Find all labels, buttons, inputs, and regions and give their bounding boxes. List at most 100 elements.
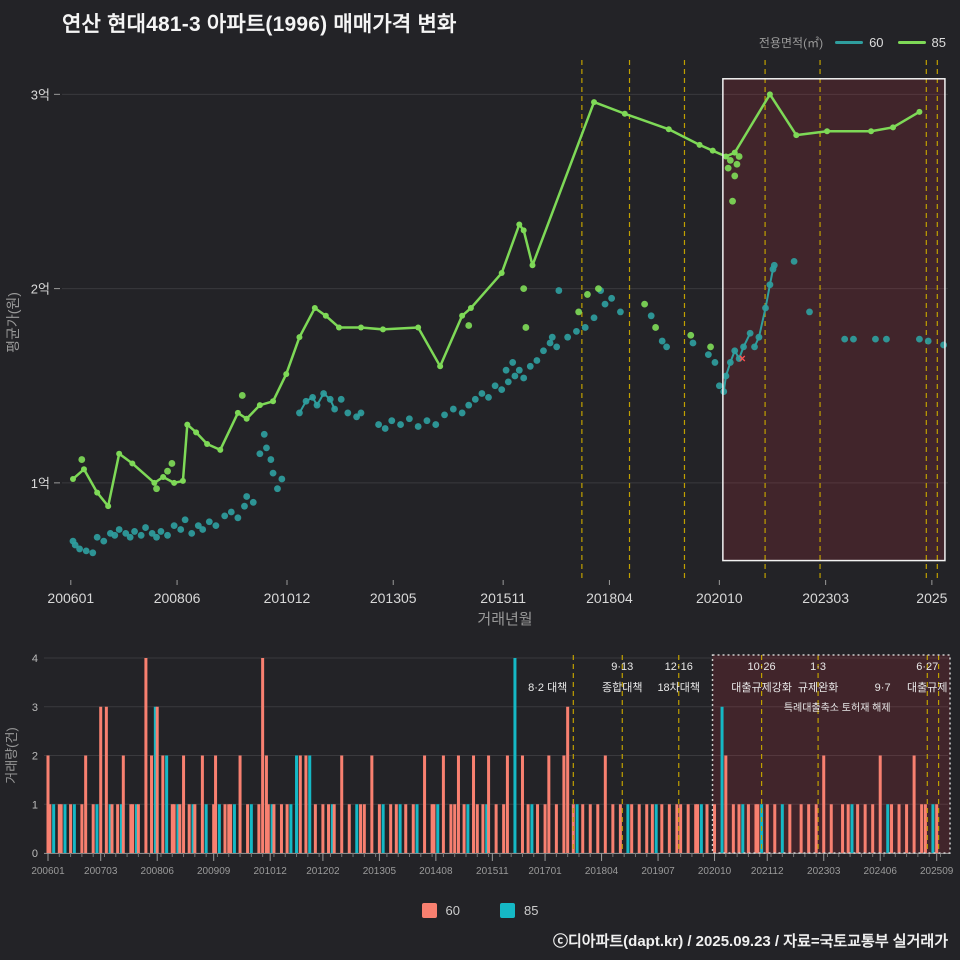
volume-bar <box>846 804 850 853</box>
volume-bar <box>481 804 485 853</box>
legend-item-60[interactable]: 60 <box>835 35 884 50</box>
svg-text:3억: 3억 <box>31 87 50 102</box>
volume-bar <box>411 804 415 853</box>
volume-bar <box>110 804 114 853</box>
svg-text:1억: 1억 <box>31 476 50 491</box>
volume-bar <box>449 804 453 853</box>
volume-bar <box>381 804 385 853</box>
svg-text:거래년월: 거래년월 <box>477 611 532 628</box>
svg-text:202112: 202112 <box>751 866 784 877</box>
volume-bar <box>327 804 331 853</box>
volume-bar <box>737 804 741 853</box>
volume-bar <box>686 804 690 853</box>
volume-bar <box>136 804 140 853</box>
legend-square-swatch <box>500 903 515 918</box>
volume-bar <box>724 755 728 853</box>
volume-bar <box>923 804 927 853</box>
volume-bar <box>187 804 191 853</box>
svg-text:201012: 201012 <box>264 590 311 606</box>
volume-bar <box>731 804 735 853</box>
volume-bar <box>304 755 308 853</box>
volume-bar <box>675 804 679 853</box>
policy-label: 6·27 <box>916 661 938 673</box>
svg-text:0: 0 <box>32 848 38 860</box>
svg-text:201305: 201305 <box>363 866 397 877</box>
volume-bar <box>264 755 268 853</box>
volume-bar <box>261 658 265 853</box>
volume-bar <box>441 755 445 853</box>
volume-bar <box>720 706 724 853</box>
volume-bar <box>462 804 466 853</box>
volume-bar <box>52 804 56 853</box>
policy-label: 18차대책 <box>657 681 700 694</box>
svg-text:200806: 200806 <box>141 866 175 877</box>
volume-bar <box>72 804 76 853</box>
volume-bar <box>536 804 540 853</box>
svg-text:거래량(건): 거래량(건) <box>4 727 19 784</box>
volume-legend-item-label: 85 <box>524 903 539 918</box>
volume-bar <box>618 804 622 853</box>
legend-item-85[interactable]: 85 <box>897 35 946 50</box>
volume-bar <box>212 804 216 853</box>
volume-bar <box>566 706 570 853</box>
volume-bar <box>650 804 654 853</box>
volume-bar <box>487 755 491 853</box>
volume-legend-item-85[interactable]: 85 <box>500 903 538 918</box>
volume-bar <box>905 804 909 853</box>
volume-bar <box>389 804 393 853</box>
volume-bar <box>765 804 769 853</box>
svg-text:202010: 202010 <box>698 866 732 877</box>
volume-bar <box>121 755 125 853</box>
policy-annotations: 8·2 대책 9·13 종합대책 12·16 18차대책 10·26 대출규제강화 1·3 규제… <box>528 661 947 714</box>
volume-bar <box>430 804 434 853</box>
svg-text:201701: 201701 <box>528 866 562 877</box>
area-legend: 전용면적(㎡) 60 85 <box>759 34 946 51</box>
volume-bar <box>332 804 336 853</box>
volume-bar <box>543 804 547 853</box>
volume-bar <box>850 804 854 853</box>
svg-text:201804: 201804 <box>585 866 619 877</box>
svg-text:평균가(원): 평균가(원) <box>5 292 21 353</box>
volume-bar <box>59 804 63 853</box>
volume-bar <box>822 755 826 853</box>
volume-bar <box>321 804 325 853</box>
volume-bar <box>165 755 169 853</box>
volume-bar <box>841 804 845 853</box>
volume-axis: 200601 200703 200806 200909 201012 201202 2013… <box>31 853 954 877</box>
volume-bar <box>176 804 180 853</box>
volume-bar <box>69 804 73 853</box>
volume-bar <box>161 755 165 853</box>
volume-bar <box>799 804 803 853</box>
volume-bar <box>626 804 630 853</box>
volume-legend-item-60[interactable]: 60 <box>421 903 460 918</box>
volume-bar <box>108 804 112 853</box>
volume-bar <box>170 804 174 853</box>
volume-bar <box>398 804 402 853</box>
volume-bar <box>562 755 566 853</box>
volume-bar <box>829 804 833 853</box>
legend-line-swatch <box>897 41 926 44</box>
volume-bar <box>289 804 293 853</box>
volume-bar <box>432 804 436 853</box>
volume-bar <box>48 804 52 853</box>
volume-bar <box>229 804 233 853</box>
volume-bar <box>654 804 658 853</box>
volume-bar <box>238 755 242 853</box>
svg-text:201305: 201305 <box>370 590 417 606</box>
volume-bar <box>246 804 250 853</box>
volume-bar <box>172 804 176 853</box>
volume-bar <box>394 804 398 853</box>
svg-text:202303: 202303 <box>807 866 841 877</box>
price-highlight-border <box>722 78 946 562</box>
volume-bar <box>485 804 489 853</box>
policy-label: 종합대책 <box>602 681 642 694</box>
volume-bar <box>144 658 148 853</box>
volume-bar <box>193 804 197 853</box>
svg-text:200806: 200806 <box>154 590 201 606</box>
volume-bar <box>46 755 50 853</box>
volume-bar <box>155 706 159 853</box>
volume-policy-lines <box>572 655 940 853</box>
volume-bar <box>637 804 641 853</box>
svg-text:201408: 201408 <box>419 866 453 877</box>
